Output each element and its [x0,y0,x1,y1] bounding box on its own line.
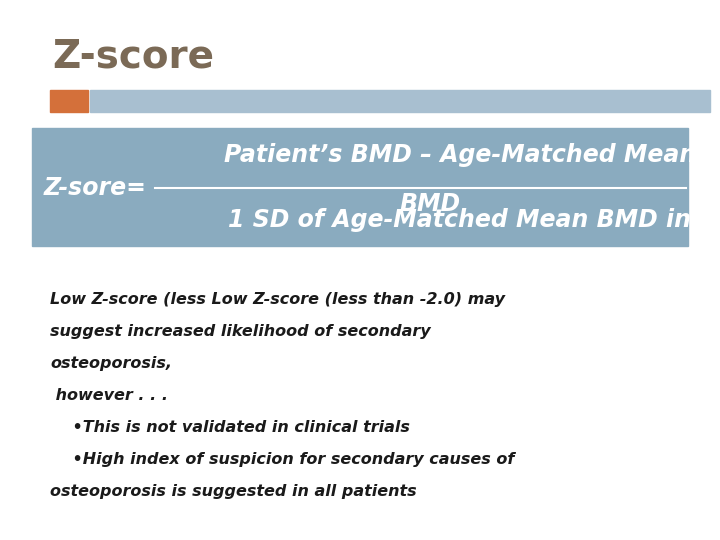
Text: •High index of suspicion for secondary causes of: •High index of suspicion for secondary c… [50,452,514,467]
Text: Z-score: Z-score [52,38,214,76]
Bar [50,90,88,112]
Text: however . . .: however . . . [50,388,168,403]
Text: Patient’s BMD – Age-Matched Mean: Patient’s BMD – Age-Matched Mean [224,143,696,167]
Text: osteoporosis is suggested in all patients: osteoporosis is suggested in all patient… [50,484,417,499]
Text: Z-sore=: Z-sore= [44,176,147,200]
Bar [32,128,688,246]
Text: osteoporosis,: osteoporosis, [50,356,172,371]
Text: BMD: BMD [400,192,461,216]
Text: suggest increased likelihood of secondary: suggest increased likelihood of secondar… [50,324,431,339]
Bar [90,90,710,112]
Text: •This is not validated in clinical trials: •This is not validated in clinical trial… [50,420,410,435]
Text: 1 SD of Age-Matched Mean BMD in: 1 SD of Age-Matched Mean BMD in [228,208,691,232]
Text: Low Z-score (less Low Z-score (less than -2.0) may: Low Z-score (less Low Z-score (less than… [50,292,505,307]
